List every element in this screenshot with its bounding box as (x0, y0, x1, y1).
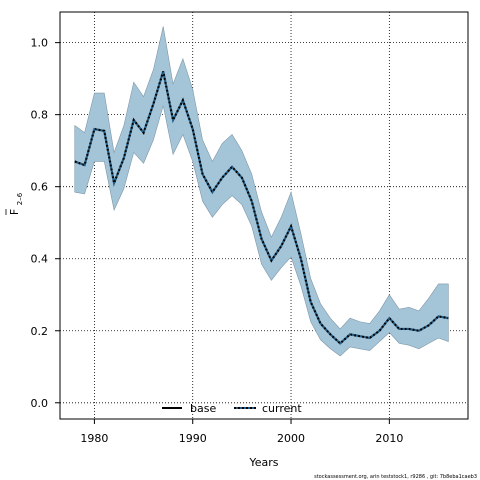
x-axis: 1980 1990 2000 2010 (80, 419, 403, 445)
y-axis-title-sub: 2–6 (16, 192, 24, 205)
y-tick-label: 1.0 (31, 37, 49, 50)
x-axis-title: Years (248, 456, 278, 469)
x-tick-label: 2000 (277, 432, 305, 445)
x-tick-label: 2010 (375, 432, 403, 445)
y-axis-title: F 2–6 (5, 192, 24, 215)
series-line-current (74, 71, 449, 345)
y-tick-label: 0.4 (31, 253, 49, 266)
y-tick-label: 0.0 (31, 397, 49, 410)
legend-label-base: base (190, 402, 216, 415)
series-line-current-accent (74, 71, 449, 345)
y-tick-label: 0.8 (31, 109, 49, 122)
y-axis: 0.0 0.2 0.4 0.6 0.8 1.0 (31, 37, 60, 410)
y-tick-label: 0.6 (31, 181, 49, 194)
y-tick-label: 0.2 (31, 325, 49, 338)
x-tick-label: 1980 (80, 432, 108, 445)
legend: base current (162, 402, 302, 415)
plot-frame (59, 11, 469, 420)
legend-label-current: current (262, 402, 302, 415)
footnote: stockassessment.org, arin teststock1, r9… (314, 474, 477, 480)
confidence-band (74, 26, 449, 357)
x-tick-label: 1990 (179, 432, 207, 445)
y-axis-title-main: F (8, 209, 21, 215)
